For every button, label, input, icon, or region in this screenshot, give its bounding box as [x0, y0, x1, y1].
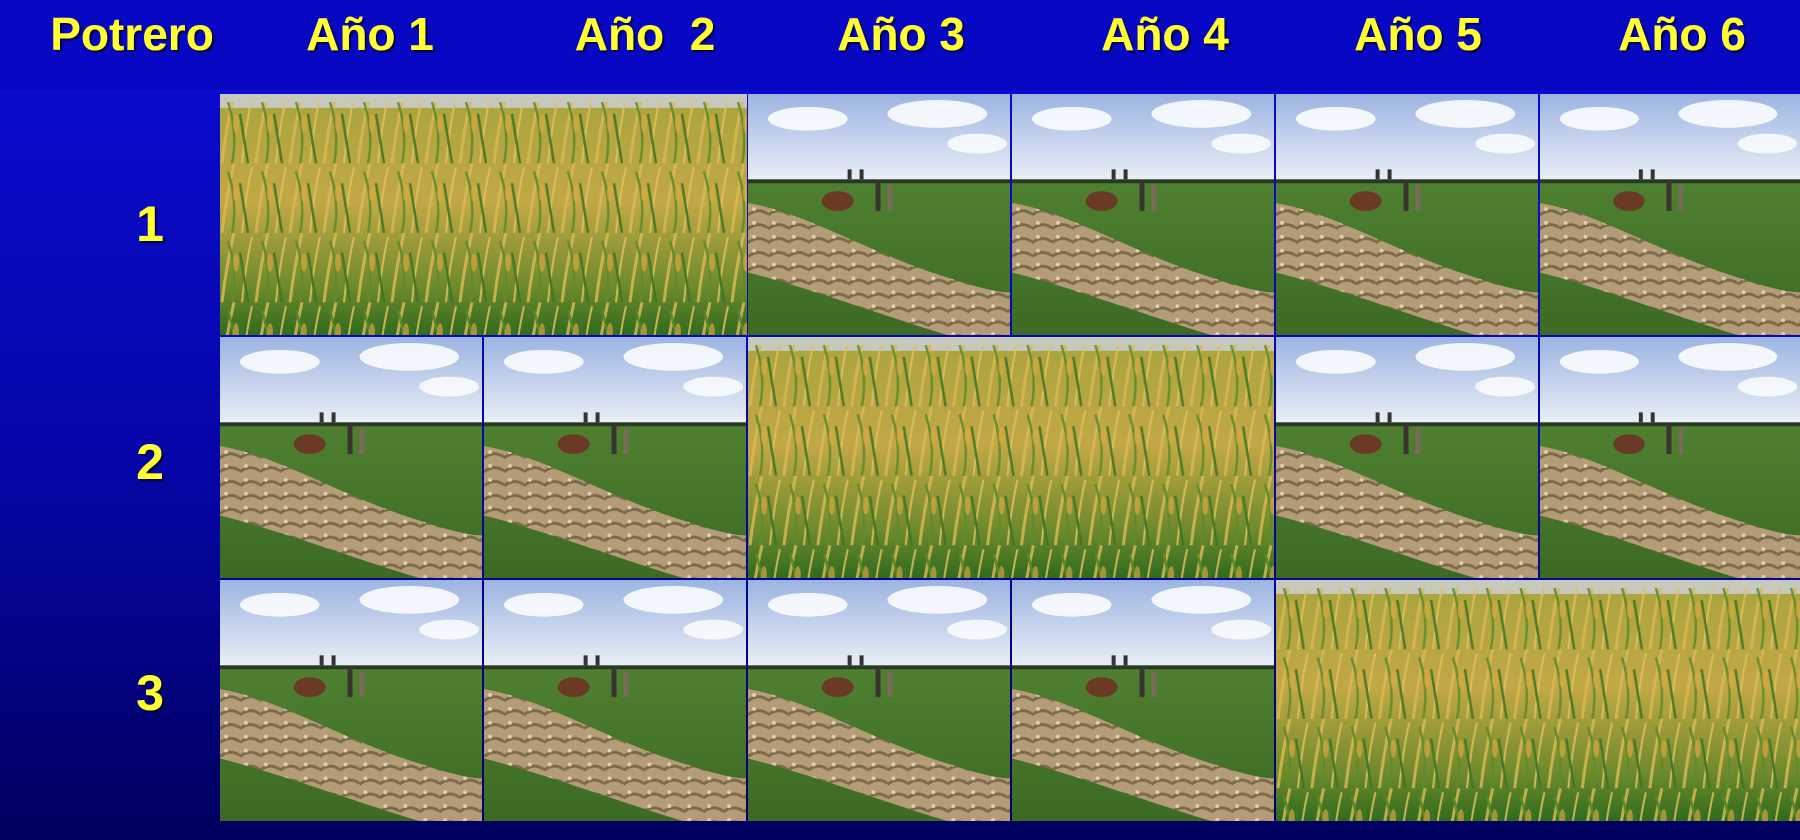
pasture-photo — [484, 337, 746, 578]
year-label: Año 1 — [306, 8, 434, 60]
year-label: Año 4 — [1101, 8, 1229, 60]
year-label: Año 5 — [1354, 8, 1482, 60]
year-label: Año 3 — [837, 8, 965, 60]
pasture-photo — [748, 580, 1010, 821]
pasture-photo — [1276, 337, 1538, 578]
row-header: Potrero — [50, 8, 214, 60]
row-label: 1 — [136, 196, 164, 252]
rice-photo — [748, 337, 1274, 578]
year-label: Año 6 — [1618, 8, 1746, 60]
row-label: 2 — [136, 434, 164, 490]
pasture-photo — [1012, 94, 1274, 335]
header-band — [0, 0, 1800, 90]
pasture-photo — [748, 94, 1010, 335]
pasture-photo — [1540, 94, 1800, 335]
row-label: 3 — [136, 665, 164, 721]
pasture-photo — [484, 580, 746, 821]
pasture-photo — [1276, 94, 1538, 335]
pasture-photo — [1540, 337, 1800, 578]
pasture-photo — [1012, 580, 1274, 821]
pasture-photo — [220, 580, 482, 821]
pasture-photo — [220, 337, 482, 578]
year-label: Año 2 — [575, 8, 716, 60]
rice-photo — [220, 94, 747, 335]
rice-photo — [1276, 580, 1800, 821]
